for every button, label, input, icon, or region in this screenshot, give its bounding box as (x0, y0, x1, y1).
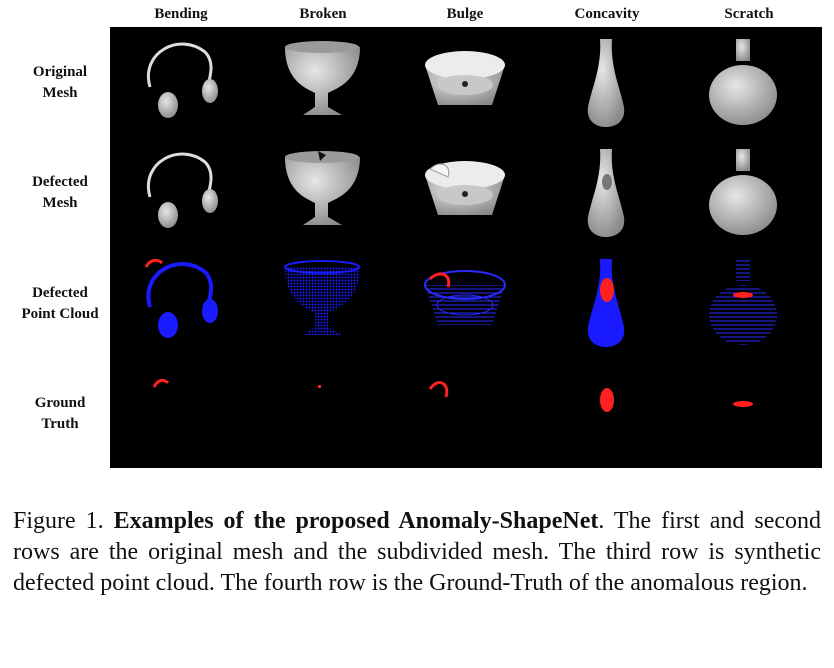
defected-flask-mesh (709, 149, 777, 235)
gt-bulge-anomaly (428, 381, 449, 398)
gt-bending-anomaly (152, 378, 170, 388)
defected-bowl-pointcloud (284, 260, 360, 335)
column-header-bending: Bending (154, 6, 208, 22)
defected-vase-mesh (587, 149, 625, 237)
original-vase-mesh (587, 39, 625, 127)
defected-pan-mesh (425, 161, 505, 215)
defected-flask-pointcloud (709, 259, 777, 345)
figure-panel (110, 27, 822, 468)
figure-caption: Figure 1. Examples of the proposed Anoma… (13, 506, 821, 599)
row-header-defected-point-cloud: Defected Point Cloud (21, 285, 99, 322)
gt-broken-anomaly (318, 385, 321, 388)
defected-headphones-pointcloud (144, 258, 218, 338)
caption-body: . The first and second rows are the orig… (13, 508, 821, 596)
row-header-defected-mesh: Defected Mesh (32, 174, 88, 211)
original-headphones-mesh (146, 42, 218, 118)
original-flask-mesh (709, 39, 777, 125)
figure-grid-svg (144, 39, 777, 412)
caption-title: Examples of the proposed Anomaly-ShapeNe… (113, 508, 599, 534)
column-header-broken: Broken (299, 6, 347, 22)
gt-scratch-anomaly (733, 401, 753, 407)
caption-label: Figure 1. (13, 508, 104, 534)
original-bowl-mesh (285, 41, 360, 115)
defected-vase-pointcloud (587, 259, 625, 347)
column-header-concavity: Concavity (574, 6, 640, 22)
column-header-bulge: Bulge (446, 6, 484, 22)
column-header-scratch: Scratch (724, 6, 774, 22)
original-pan-mesh (425, 51, 505, 105)
row-header-ground-truth: Ground Truth (34, 395, 86, 432)
defected-pan-pointcloud (424, 270, 506, 325)
row-header-original-mesh: Original Mesh (32, 64, 88, 101)
defected-bowl-mesh (285, 151, 360, 225)
defected-headphones-mesh (146, 152, 218, 228)
gt-concavity-anomaly (600, 388, 614, 412)
